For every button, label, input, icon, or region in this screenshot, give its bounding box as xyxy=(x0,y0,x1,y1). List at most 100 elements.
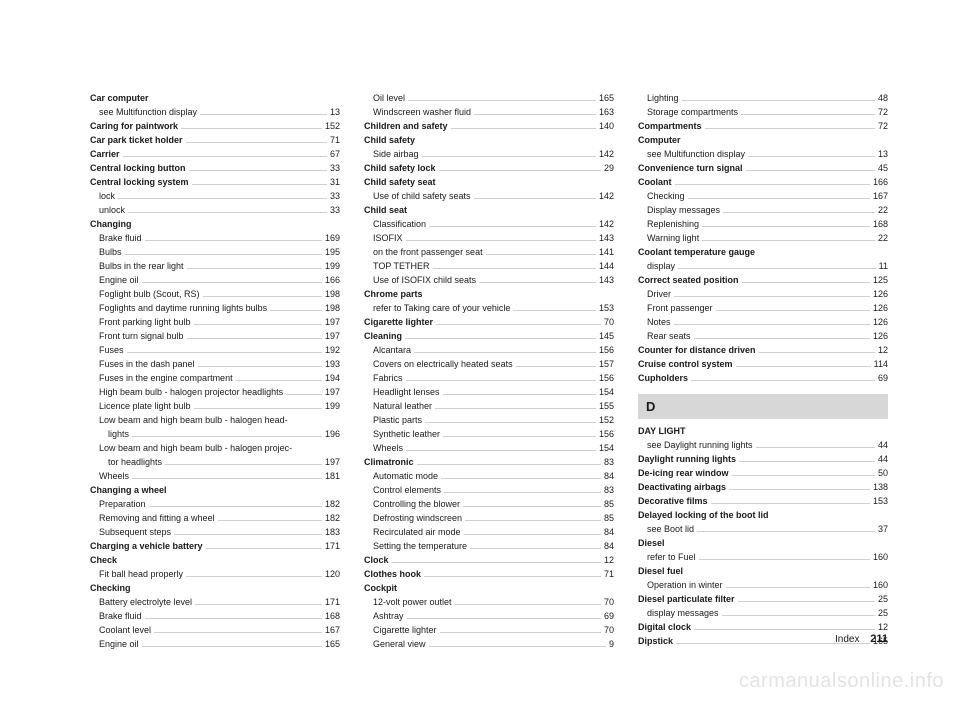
index-entry: Caring for paintwork152 xyxy=(90,120,340,134)
index-entry-page: 84 xyxy=(604,540,614,554)
index-entry-label: Clothes hook xyxy=(364,568,421,582)
leader-dots xyxy=(407,618,601,619)
index-entry: Low beam and high beam bulb - halogen pr… xyxy=(90,442,340,456)
index-entry-label: Coolant xyxy=(638,176,672,190)
leader-dots xyxy=(443,394,596,395)
index-entry-label: Cigarette lighter xyxy=(364,316,433,330)
index-entry-page: 12 xyxy=(878,344,888,358)
index-entry: lock33 xyxy=(90,190,340,204)
index-entry: Foglight bulb (Scout, RS)198 xyxy=(90,288,340,302)
leader-dots xyxy=(408,100,596,101)
index-entry: Defrosting windscreen85 xyxy=(364,512,614,526)
index-entry: Decorative films153 xyxy=(638,495,888,509)
index-entry: Car park ticket holder71 xyxy=(90,134,340,148)
index-entry: Child safety seat xyxy=(364,176,614,190)
index-entry-label: Setting the temperature xyxy=(364,540,467,554)
index-entry: Diesel xyxy=(638,537,888,551)
index-entry-page: 198 xyxy=(325,288,340,302)
index-entry-page: 197 xyxy=(325,386,340,400)
index-entry-label: lock xyxy=(90,190,115,204)
index-entry-label: Low beam and high beam bulb - halogen he… xyxy=(90,414,288,428)
index-entry-page: 157 xyxy=(599,358,614,372)
leader-dots xyxy=(406,450,596,451)
index-entry-label: Coolant temperature gauge xyxy=(638,246,755,260)
index-entry-page: 198 xyxy=(325,302,340,316)
index-entry: Notes126 xyxy=(638,316,888,330)
index-entry-page: 142 xyxy=(599,190,614,204)
index-entry: Rear seats126 xyxy=(638,330,888,344)
index-entry: Diesel particulate filter25 xyxy=(638,593,888,607)
leader-dots xyxy=(702,226,870,227)
leader-dots xyxy=(675,184,870,185)
index-entry-page: 69 xyxy=(878,372,888,386)
index-entry-label: Cupholders xyxy=(638,372,688,386)
index-entry: Central locking system31 xyxy=(90,176,340,190)
index-entry: Deactivating airbags138 xyxy=(638,481,888,495)
index-entry-label: Child safety seat xyxy=(364,176,436,190)
index-entry-label: Brake fluid xyxy=(90,232,142,246)
index-entry-label: Changing a wheel xyxy=(90,484,167,498)
leader-dots xyxy=(145,618,322,619)
leader-dots xyxy=(682,100,875,101)
index-entry-page: 9 xyxy=(609,638,614,652)
leader-dots xyxy=(463,506,601,507)
index-entry-label: Lighting xyxy=(638,92,679,106)
index-entry-page: 126 xyxy=(873,316,888,330)
index-entry-page: 71 xyxy=(330,134,340,148)
index-entry-label: Child seat xyxy=(364,204,407,218)
index-entry-label: Charging a vehicle battery xyxy=(90,540,203,554)
index-entry: Child seat xyxy=(364,204,614,218)
index-entry-page: 171 xyxy=(325,596,340,610)
index-entry-label: Dipstick xyxy=(638,635,673,649)
index-entry: Covers on electrically heated seats157 xyxy=(364,358,614,372)
index-entry: Cleaning145 xyxy=(364,330,614,344)
leader-dots xyxy=(165,464,322,465)
index-entry-label: see Multifunction display xyxy=(90,106,197,120)
index-entry-label: Subsequent steps xyxy=(90,526,171,540)
index-entry: refer to Taking care of your vehicle153 xyxy=(364,302,614,316)
index-entry: Cigarette lighter70 xyxy=(364,624,614,638)
leader-dots xyxy=(699,559,870,560)
index-entry: Cockpit xyxy=(364,582,614,596)
leader-dots xyxy=(422,156,596,157)
index-entry: Driver126 xyxy=(638,288,888,302)
index-entry-label: Climatronic xyxy=(364,456,414,470)
index-entry: on the front passenger seat141 xyxy=(364,246,614,260)
index-entry-page: 33 xyxy=(330,204,340,218)
index-entry-page: 71 xyxy=(604,568,614,582)
index-entry-page: 144 xyxy=(599,260,614,274)
index-entry: Engine oil166 xyxy=(90,274,340,288)
index-entry-page: 143 xyxy=(599,274,614,288)
index-entry-page: 25 xyxy=(878,593,888,607)
index-entry: Climatronic83 xyxy=(364,456,614,470)
index-entry: Side airbag142 xyxy=(364,148,614,162)
leader-dots xyxy=(424,576,601,577)
page-footer: Index 211 xyxy=(835,633,888,645)
index-entry-label: Changing xyxy=(90,218,132,232)
index-entry: Battery electrolyte level171 xyxy=(90,596,340,610)
index-entry: Automatic mode84 xyxy=(364,470,614,484)
leader-dots xyxy=(443,436,596,437)
index-entry-page: 33 xyxy=(330,162,340,176)
index-entry: TOP TETHER144 xyxy=(364,260,614,274)
leader-dots xyxy=(486,254,596,255)
footer-label: Index xyxy=(835,634,859,645)
leader-dots xyxy=(186,576,322,577)
leader-dots xyxy=(128,212,327,213)
index-entry-page: 165 xyxy=(599,92,614,106)
index-entry-label: Alcantara xyxy=(364,344,411,358)
index-entry: Daylight running lights44 xyxy=(638,453,888,467)
index-entry-page: 126 xyxy=(873,288,888,302)
index-entry-page: 168 xyxy=(325,610,340,624)
index-entry-page: 84 xyxy=(604,526,614,540)
index-entry: Charging a vehicle battery171 xyxy=(90,540,340,554)
index-entry-label: Controlling the blower xyxy=(364,498,460,512)
leader-dots xyxy=(417,464,601,465)
index-entry-page: 50 xyxy=(878,467,888,481)
index-entry-page: 192 xyxy=(325,344,340,358)
index-entry-label: Front passenger xyxy=(638,302,713,316)
index-entry-label: Carrier xyxy=(90,148,120,162)
index-entry-page: 29 xyxy=(604,162,614,176)
index-entry: Central locking button33 xyxy=(90,162,340,176)
leader-dots xyxy=(674,296,870,297)
